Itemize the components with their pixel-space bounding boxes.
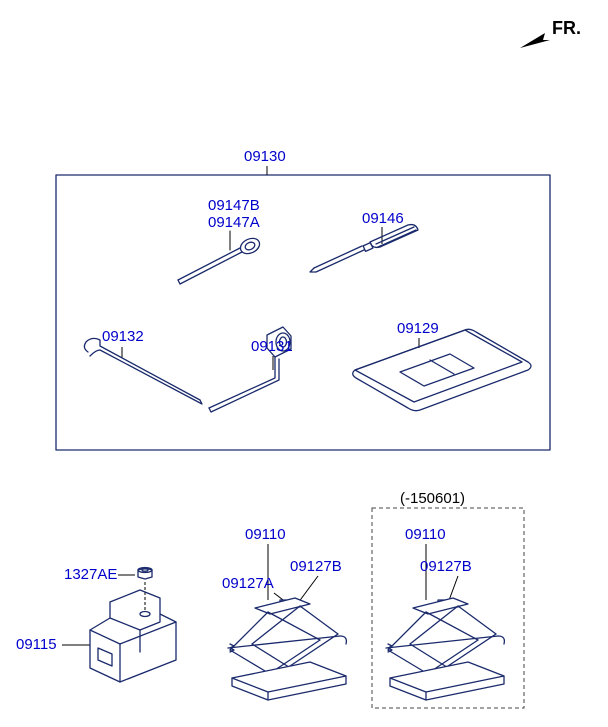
label-09110-left[interactable]: 09110	[245, 526, 286, 543]
label-09115[interactable]: 09115	[16, 636, 57, 653]
label-09130[interactable]: 09130	[244, 148, 286, 165]
label-09147B[interactable]: 09147B	[208, 197, 260, 214]
label-date: (-150601)	[400, 490, 465, 507]
part-09147	[178, 231, 262, 284]
tool-set-frame	[56, 175, 550, 450]
label-09127B-right[interactable]: 09127B	[420, 558, 472, 575]
label-09146[interactable]: 09146	[362, 210, 404, 227]
label-1327AE[interactable]: 1327AE	[64, 566, 117, 583]
part-09146	[310, 225, 418, 272]
label-09110-right[interactable]: 09110	[405, 526, 446, 543]
label-09132[interactable]: 09132	[102, 328, 144, 345]
part-1327AE	[118, 568, 152, 613]
diagram-canvas	[0, 0, 608, 727]
part-09132	[84, 338, 202, 404]
label-09127A[interactable]: 09127A	[222, 575, 274, 592]
label-09131[interactable]: 09131	[251, 338, 293, 355]
part-09115	[62, 590, 176, 682]
label-09129[interactable]: 09129	[397, 320, 439, 337]
fr-label: FR.	[552, 18, 581, 39]
label-09127B-left[interactable]: 09127B	[290, 558, 342, 575]
label-09147A[interactable]: 09147A	[208, 214, 260, 231]
part-09129	[353, 329, 531, 410]
fr-arrow	[520, 33, 550, 48]
